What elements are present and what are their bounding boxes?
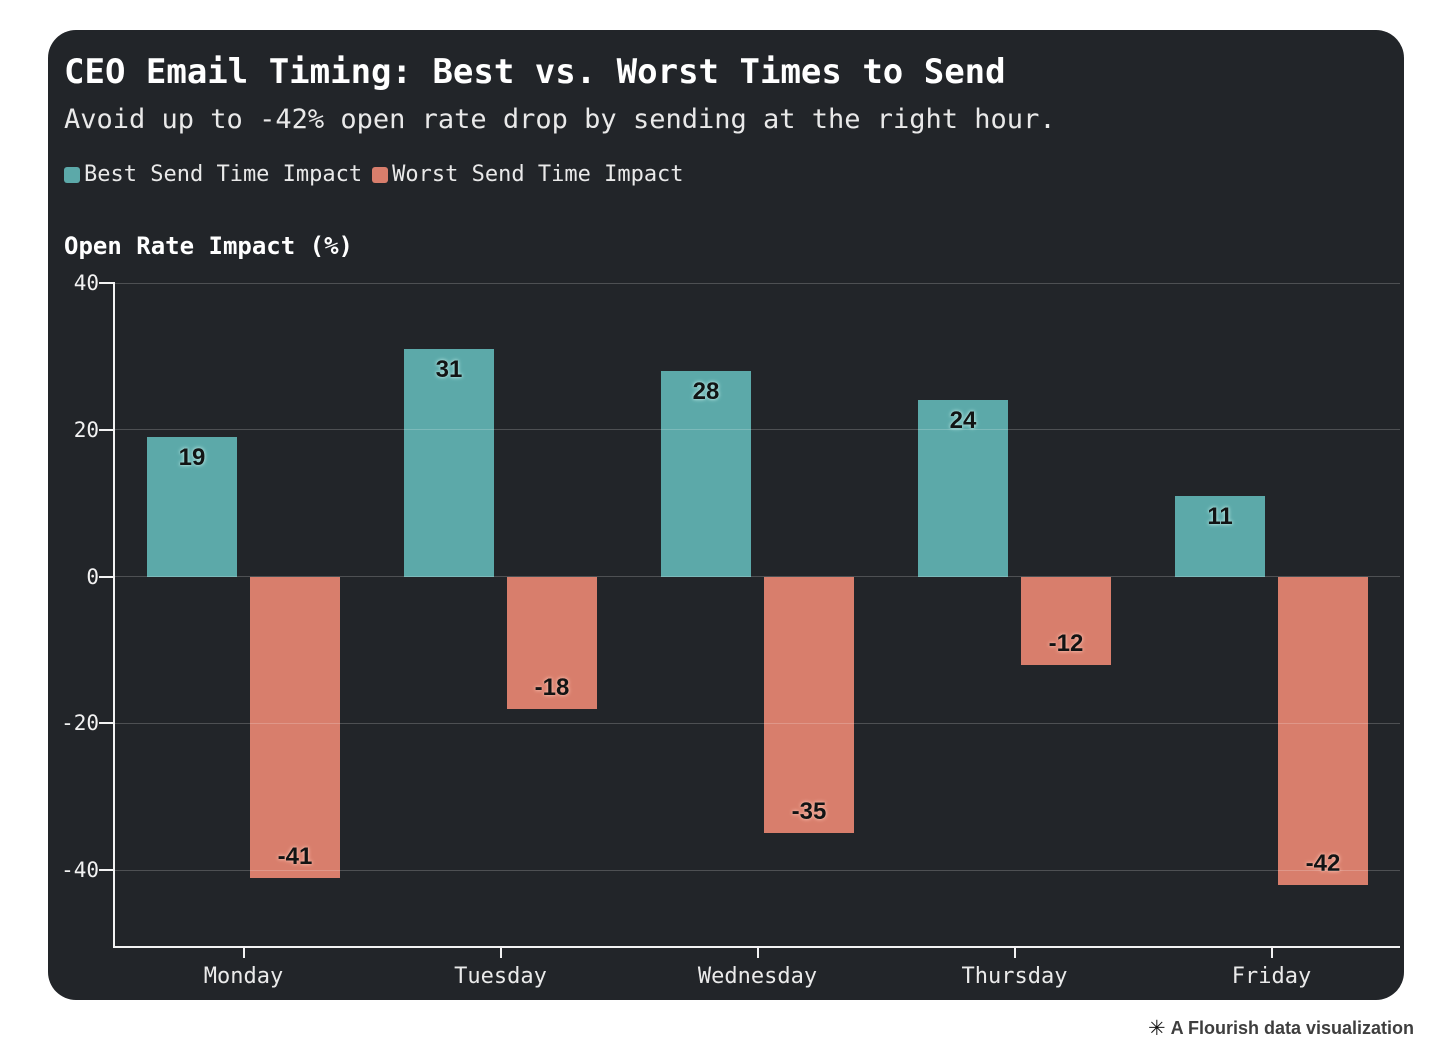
x-tick-mark [756,948,759,958]
y-tick-label-20: 20 [73,417,99,442]
bar-worst-wednesday[interactable]: -35 [764,576,854,834]
bar-best-tuesday[interactable]: 31 [404,349,494,577]
y-tick-label-40: 40 [73,271,99,295]
y-tick-mark [99,869,115,872]
legend-label: Worst Send Time Impact [392,162,684,187]
bar-value-label: -35 [791,798,827,826]
y-axis-title: Open Rate Impact (%) [64,232,353,260]
y-tick-mark [99,282,115,284]
bar-value-label: -18 [534,673,570,701]
x-axis-line [113,946,1400,948]
x-tick-label-thursday: Thursday [961,964,1068,989]
bar-value-label: -42 [1305,849,1341,877]
bar-value-label: 19 [178,444,206,472]
bar-best-wednesday[interactable]: 28 [661,371,751,577]
gridline--40 [115,869,1400,871]
x-tick-mark [242,948,245,958]
bar-value-label: -12 [1048,629,1084,657]
y-tick-label--20: -20 [61,711,99,736]
legend: Best Send Time Impact Worst Send Time Imp… [64,162,684,187]
x-tick-label-friday: Friday [1231,964,1312,989]
bar-value-label: 24 [949,407,977,435]
chart-title: CEO Email Timing: Best vs. Worst Times t… [64,52,1006,92]
y-axis-line [113,283,115,948]
bar-worst-friday[interactable]: -42 [1278,576,1368,885]
gridline-0 [115,576,1400,578]
bar-best-monday[interactable]: 19 [147,437,237,577]
legend-label: Best Send Time Impact [84,162,363,187]
legend-item-1[interactable]: Worst Send Time Impact [372,162,684,187]
attribution-text: A Flourish data visualization [1170,1018,1414,1038]
y-tick-mark [99,575,115,578]
flourish-star-icon: ✳ [1148,1016,1166,1040]
flourish-attribution[interactable]: ✳ A Flourish data visualization [1148,1018,1414,1039]
x-tick-label-wednesday: Wednesday [697,964,818,989]
bar-value-label: 28 [692,378,720,406]
bar-best-thursday[interactable]: 24 [918,400,1008,577]
x-tick-mark [1270,948,1273,958]
gridline-20 [115,429,1400,431]
y-tick-label--40: -40 [61,858,99,883]
legend-item-0[interactable]: Best Send Time Impact [64,162,362,187]
legend-swatch-icon [64,166,80,183]
y-tick-mark [99,722,115,725]
bar-worst-thursday[interactable]: -12 [1021,576,1111,665]
chart-card: CEO Email Timing: Best vs. Worst Times t… [48,30,1404,1000]
gridline--20 [115,722,1400,724]
bar-worst-tuesday[interactable]: -18 [507,576,597,709]
x-tick-label-tuesday: Tuesday [454,964,547,989]
bar-value-label: 11 [1207,502,1233,530]
x-tick-mark [1013,948,1016,958]
x-tick-label-monday: Monday [203,964,284,989]
x-tick-mark [499,948,502,958]
legend-swatch-icon [372,166,389,183]
bar-value-label: 31 [435,356,463,384]
plot-area: 40 20 0 -20 -40 19 31 28 24 11 -41 -18 -35 -12 -42 Mond… [61,271,1400,989]
bar-worst-monday[interactable]: -41 [250,576,340,878]
chart-subtitle: Avoid up to -42% open rate drop by sendi… [64,104,1056,135]
bar-best-friday[interactable]: 11 [1175,495,1265,577]
y-tick-label-0: 0 [86,564,99,589]
bar-value-label: -41 [277,842,313,870]
y-tick-mark [99,428,115,431]
gridline-40 [115,282,1400,284]
